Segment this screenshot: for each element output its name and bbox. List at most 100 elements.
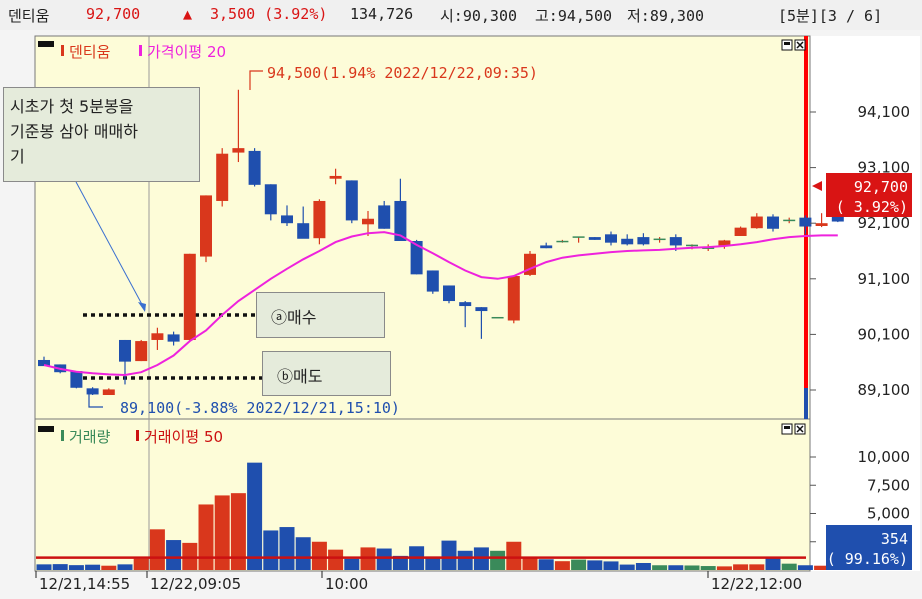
volume-bar: [230, 493, 246, 570]
volume-bar: [392, 555, 408, 570]
volume-bar: [522, 557, 538, 570]
candle: [750, 213, 763, 229]
volume-bar: [68, 565, 84, 570]
high-marker-arrow: [249, 70, 263, 90]
candle: [718, 239, 731, 249]
candle: [556, 239, 569, 243]
candle: [621, 234, 634, 246]
volume-bar: [587, 560, 603, 570]
volume-tick-label: 7,500: [867, 476, 910, 494]
volume-bar: [52, 564, 68, 570]
note-pointer: [74, 179, 146, 311]
sell-label: ⓑ매도: [277, 367, 323, 386]
legend-price-ma: 가격이평 20: [147, 43, 226, 61]
time-tick-label: 10:00: [325, 575, 368, 593]
candle: [297, 206, 310, 239]
volume-bar: [149, 529, 165, 570]
price-ma-line: [43, 231, 838, 377]
candle: [734, 226, 747, 236]
explain-note: 시초가 첫 5분봉을 기준봉 삼아 매매하 기: [3, 87, 200, 182]
candle: [783, 217, 796, 224]
candle: [815, 213, 828, 228]
volume-bar: [781, 563, 797, 570]
last-volume-label: [826, 525, 912, 570]
buy-label: ⓐ매수: [271, 308, 317, 327]
volume-bar: [344, 558, 360, 570]
candle: [540, 242, 553, 249]
volume-bar: [619, 564, 635, 570]
interval-selector[interactable]: [5분][3 / 6]: [778, 7, 883, 25]
price-change: 3,500 (3.92%): [210, 5, 328, 23]
volume-tick-label: 5,000: [867, 505, 910, 523]
buy-note: ⓐ매수: [256, 292, 385, 338]
volume-bar: [295, 537, 311, 570]
candle: [248, 148, 261, 187]
volume-bar: [554, 561, 570, 570]
volume-bar: [765, 558, 781, 570]
volume-tick-label: 10,000: [858, 448, 911, 466]
candle: [281, 205, 293, 226]
volume-total: 134,726: [350, 5, 414, 23]
time-tick-label: 12/22,09:05: [150, 575, 241, 593]
low-price: 저:89,300: [627, 7, 705, 25]
volume-bar: [85, 564, 101, 570]
volume-bar: [571, 559, 587, 570]
current-price: 92,700: [86, 5, 141, 23]
volume-bar: [457, 550, 473, 570]
header-bar: 덴티움 92,700 ▲ 3,500 (3.92%) 134,726 시:90,…: [0, 0, 922, 31]
candle: [653, 237, 666, 243]
change-up-icon: ▲: [183, 5, 193, 23]
price-tick-label: 93,100: [858, 159, 911, 177]
candle: [426, 270, 439, 294]
candle: [313, 199, 326, 245]
last-volume-ratio: ( 99.16%): [827, 550, 908, 568]
price-panel-window-icons[interactable]: [781, 39, 806, 51]
candle: [200, 195, 212, 263]
explain-line-3: 기: [10, 147, 25, 166]
volume-bar: [117, 564, 133, 570]
explain-line-1: 시초가 첫 5분봉을: [10, 97, 134, 116]
candle: [507, 276, 520, 324]
stock-name: 덴티움: [8, 7, 50, 25]
last-volume: 354: [881, 530, 908, 548]
price-axis: [810, 36, 920, 571]
volume-bar: [749, 564, 765, 570]
volume-bar: [684, 565, 700, 570]
candle: [38, 356, 50, 367]
candle: [232, 89, 245, 163]
last-price-label: [826, 173, 912, 217]
volume-bar: [652, 565, 668, 570]
candle: [151, 327, 164, 350]
low-note: 89,100(-3.88% 2022/12/21,15:10): [120, 399, 400, 417]
volume-panel-window-icons[interactable]: [781, 423, 806, 435]
candle: [588, 237, 601, 240]
candle: [216, 148, 229, 207]
high-note: 94,500(1.94% 2022/12/22,09:35): [267, 64, 538, 82]
volume-bar: [376, 548, 392, 570]
candle: [183, 253, 196, 342]
candle: [329, 168, 342, 185]
legend-volume: 거래량: [69, 428, 111, 446]
candle: [394, 178, 407, 241]
candle: [524, 251, 536, 277]
volume-bar: [635, 562, 651, 570]
last-change: ( 3.92%): [836, 198, 908, 216]
volume-bar: [814, 565, 830, 570]
candle: [378, 200, 391, 229]
candle: [345, 180, 358, 224]
volume-bar: [797, 565, 813, 570]
sell-note: ⓑ매도: [262, 351, 391, 396]
volume-bar: [279, 527, 295, 570]
volume-bar: [263, 530, 279, 570]
volume-bar: [603, 561, 619, 570]
price-tick-label: 89,100: [858, 381, 911, 399]
price-tick-label: 94,100: [858, 103, 911, 121]
price-tick-label: 90,100: [858, 325, 911, 343]
candle: [767, 214, 779, 232]
candle: [135, 339, 148, 362]
candle: [637, 233, 650, 246]
chart-area: 94,500(1.94% 2022/12/22,09:35) 89,100(-3…: [0, 30, 922, 599]
volume-bar: [700, 566, 716, 570]
volume-bar: [214, 495, 230, 570]
price-tick-label: 91,100: [858, 270, 911, 288]
